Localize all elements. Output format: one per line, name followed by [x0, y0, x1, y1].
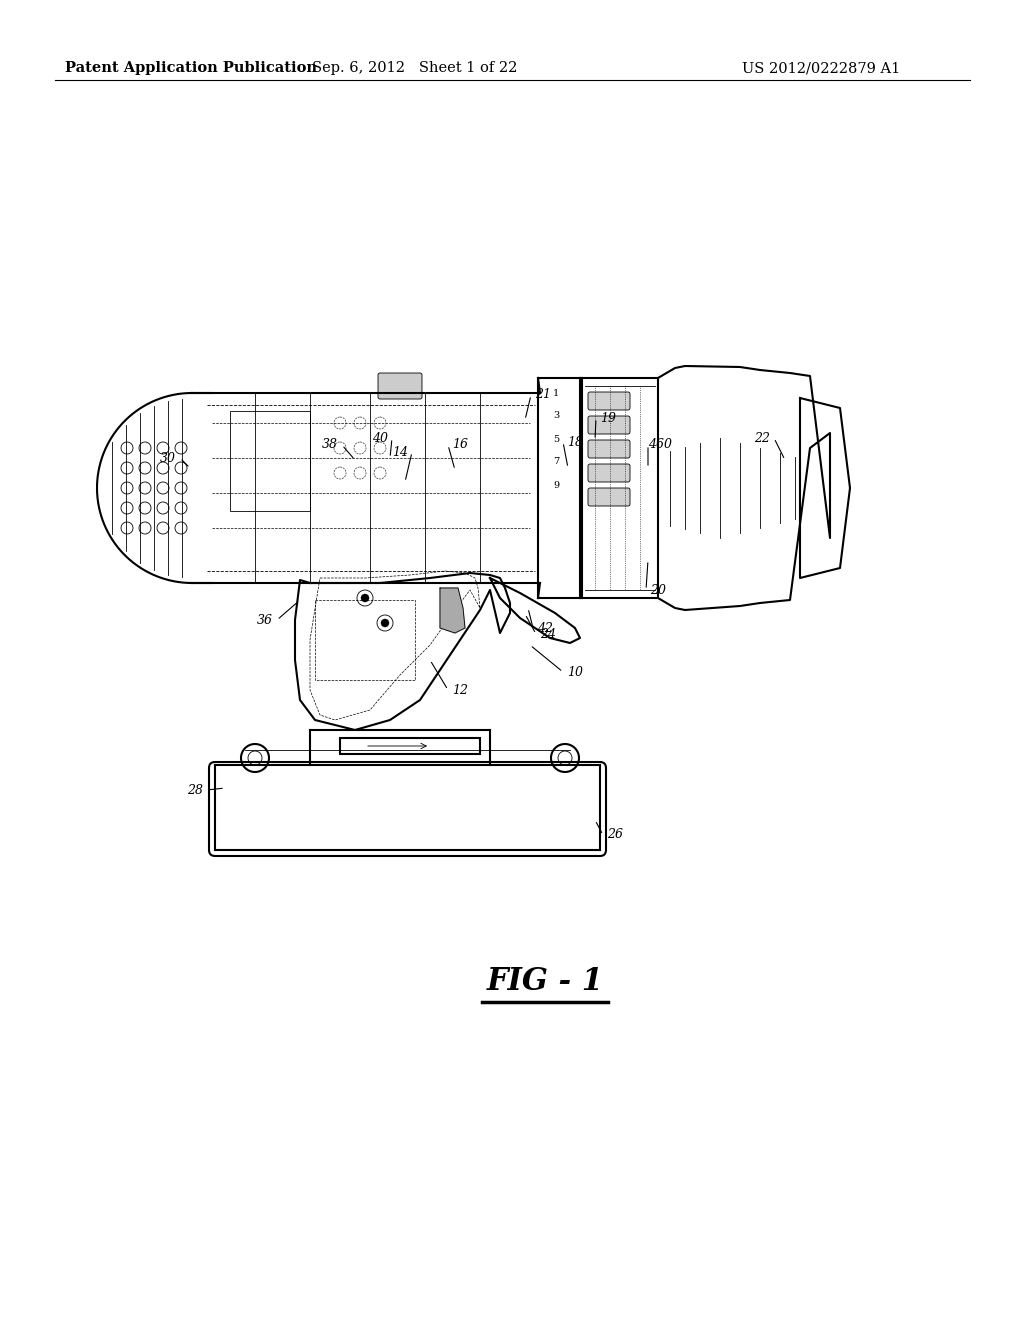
Text: 460: 460 — [648, 438, 672, 451]
Text: Patent Application Publication: Patent Application Publication — [65, 61, 317, 75]
Text: 21: 21 — [535, 388, 551, 401]
Text: 42: 42 — [537, 622, 553, 635]
FancyBboxPatch shape — [209, 762, 606, 855]
Text: US 2012/0222879 A1: US 2012/0222879 A1 — [741, 61, 900, 75]
Text: 18: 18 — [567, 436, 583, 449]
FancyBboxPatch shape — [588, 392, 630, 411]
FancyBboxPatch shape — [588, 488, 630, 506]
Text: 9: 9 — [553, 480, 559, 490]
Text: 10: 10 — [567, 665, 583, 678]
Polygon shape — [295, 573, 510, 730]
Text: 24: 24 — [540, 627, 556, 640]
Text: Sep. 6, 2012   Sheet 1 of 22: Sep. 6, 2012 Sheet 1 of 22 — [312, 61, 518, 75]
Text: 12: 12 — [452, 684, 468, 697]
Circle shape — [381, 619, 389, 627]
Polygon shape — [490, 578, 580, 643]
Polygon shape — [440, 587, 465, 634]
FancyBboxPatch shape — [340, 738, 480, 754]
Circle shape — [361, 594, 369, 602]
Text: 16: 16 — [452, 438, 468, 451]
Text: 26: 26 — [607, 829, 623, 842]
Text: 5: 5 — [553, 434, 559, 444]
Polygon shape — [800, 399, 850, 578]
Text: 20: 20 — [650, 583, 666, 597]
Text: 38: 38 — [322, 438, 338, 451]
Text: 28: 28 — [187, 784, 203, 796]
Text: 36: 36 — [257, 614, 273, 627]
FancyBboxPatch shape — [588, 416, 630, 434]
FancyBboxPatch shape — [588, 465, 630, 482]
Polygon shape — [658, 366, 830, 610]
FancyBboxPatch shape — [588, 440, 630, 458]
Text: 7: 7 — [553, 458, 559, 466]
Text: 22: 22 — [754, 432, 770, 445]
FancyBboxPatch shape — [378, 374, 422, 399]
Text: FIG - 1: FIG - 1 — [486, 966, 603, 998]
Text: 3: 3 — [553, 412, 559, 421]
Text: 30: 30 — [160, 451, 176, 465]
Text: 1: 1 — [553, 388, 559, 397]
Text: 14: 14 — [392, 446, 408, 458]
Text: 40: 40 — [372, 432, 388, 445]
Text: 19: 19 — [600, 412, 616, 425]
